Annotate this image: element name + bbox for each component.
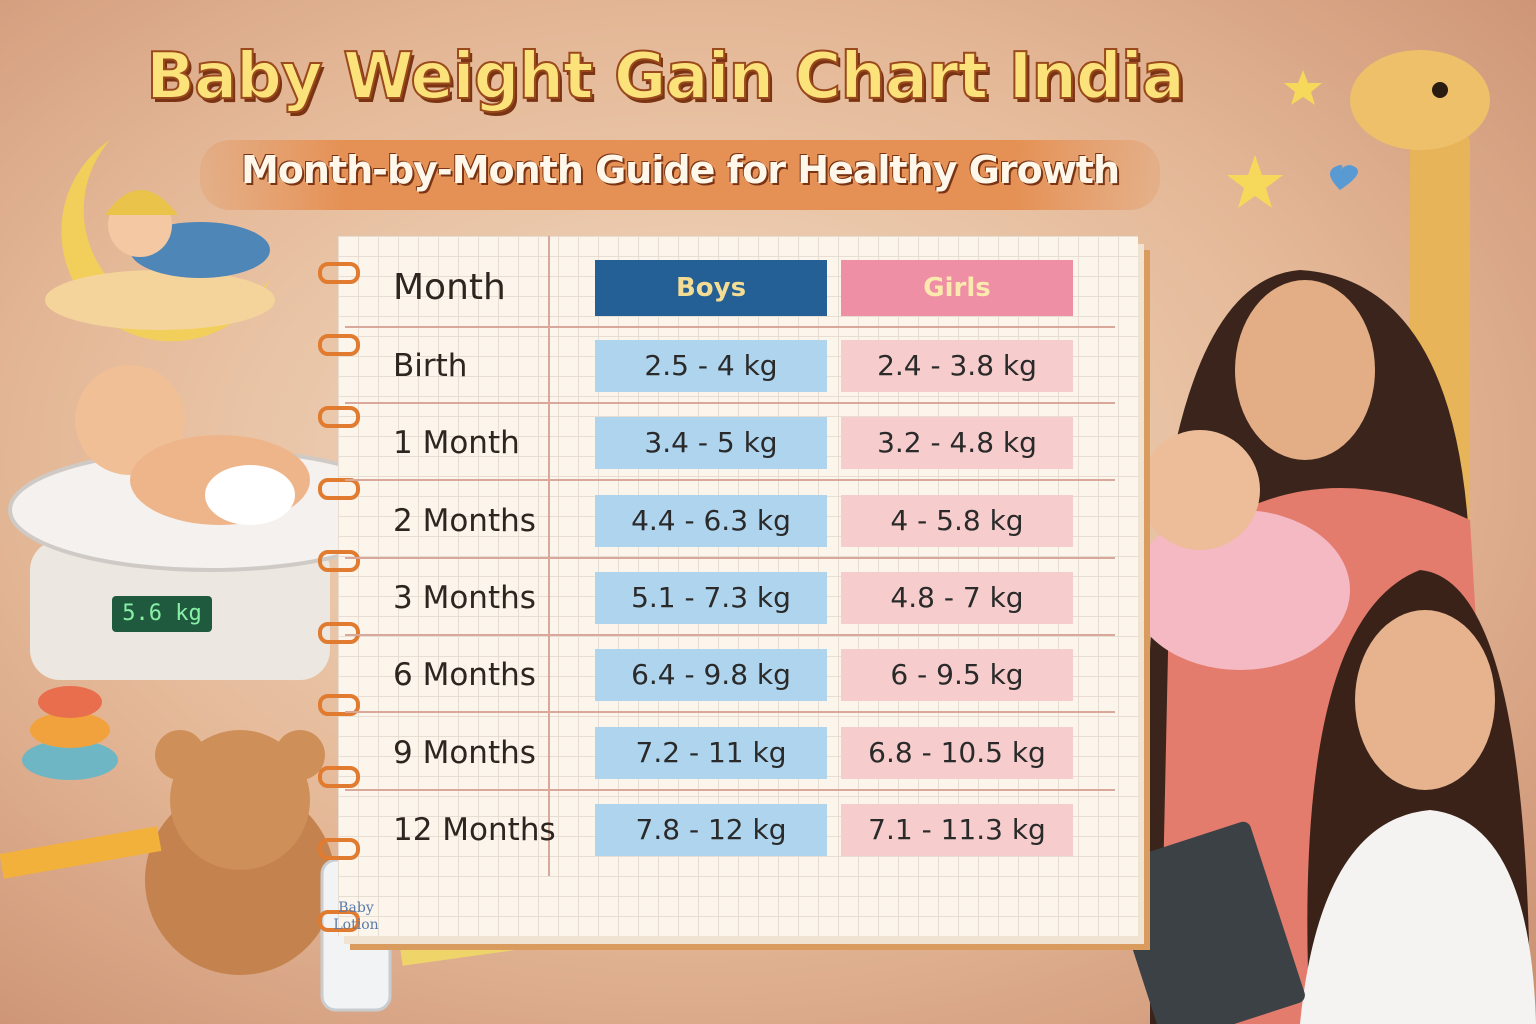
- row-line: [345, 326, 1115, 328]
- binder-ring: [318, 622, 360, 644]
- boys-cell: 7.8 - 12 kg: [595, 803, 827, 856]
- giraffe-eye: [1432, 82, 1448, 98]
- row-line: [345, 711, 1115, 714]
- star: [1227, 155, 1283, 208]
- lotion-label: Baby Lotion: [333, 900, 379, 933]
- cushion: [45, 270, 275, 330]
- ring-toy: [30, 712, 110, 748]
- header-girls: Girls: [841, 260, 1073, 316]
- binder-ring: [318, 262, 360, 284]
- giraffe-head: [1350, 50, 1490, 150]
- boys-cell: 3.4 - 5 kg: [595, 417, 827, 470]
- binder-ring: [318, 406, 360, 428]
- boys-cell: 2.5 - 4 kg: [595, 340, 827, 392]
- title: Baby Weight Gain Chart India: [145, 39, 1186, 115]
- month-label: 3 Months: [393, 579, 536, 616]
- binder-ring: [318, 478, 360, 500]
- month-label: 6 Months: [393, 657, 536, 694]
- binder-ring: [318, 694, 360, 716]
- tape: [0, 826, 162, 879]
- binder-ring: [318, 838, 360, 860]
- header-boys: Boys: [595, 260, 827, 316]
- baby-head: [1140, 430, 1260, 550]
- column-divider: [548, 236, 550, 876]
- month-label: 9 Months: [393, 734, 536, 771]
- boys-cell: 4.4 - 6.3 kg: [595, 494, 827, 547]
- binder-ring: [318, 766, 360, 788]
- row-line: [345, 479, 1115, 482]
- doctor-coat: [1300, 810, 1536, 1024]
- girls-cell: 6 - 9.5 kg: [841, 649, 1073, 702]
- row-line: [345, 788, 1115, 791]
- ring-toy: [22, 740, 118, 780]
- doctor-face: [1355, 610, 1495, 790]
- girls-cell: 7.1 - 11.3 kg: [841, 803, 1073, 856]
- baby-hat: [105, 190, 178, 215]
- clipboard: [1107, 821, 1305, 1024]
- mother-face: [1235, 280, 1375, 460]
- row-line: [345, 402, 1115, 404]
- baby-blanket: [1130, 510, 1350, 670]
- subtitle-band: [200, 140, 1160, 210]
- header-month: Month: [393, 267, 506, 308]
- boys-cell: 5.1 - 7.3 kg: [595, 571, 827, 624]
- girls-cell: 2.4 - 3.8 kg: [841, 340, 1073, 392]
- baby-head: [75, 365, 185, 475]
- teddy-ear: [275, 730, 325, 780]
- star: [1284, 70, 1322, 105]
- scale-display: 5.6 kg: [112, 596, 212, 632]
- month-label: 1 Month: [393, 425, 520, 462]
- binder-ring: [318, 550, 360, 572]
- boys-cell: 7.2 - 11 kg: [595, 726, 827, 779]
- ring-toy: [38, 686, 102, 718]
- teddy-head: [170, 730, 310, 870]
- girls-cell: 4 - 5.8 kg: [841, 494, 1073, 547]
- binder-ring: [318, 910, 360, 932]
- row-line: [345, 633, 1115, 636]
- month-label: 12 Months: [393, 811, 556, 848]
- girls-cell: 3.2 - 4.8 kg: [841, 417, 1073, 470]
- month-label: 2 Months: [393, 502, 536, 539]
- boys-cell: 6.4 - 9.8 kg: [595, 649, 827, 702]
- girls-cell: 4.8 - 7 kg: [841, 571, 1073, 624]
- diaper: [205, 465, 295, 525]
- teddy-ear: [155, 730, 205, 780]
- month-label: Birth: [393, 348, 468, 384]
- row-line: [345, 556, 1115, 559]
- subtitle: Month-by-Month Guide for Healthy Growth: [240, 148, 1120, 192]
- heart: [1330, 165, 1358, 190]
- girls-cell: 6.8 - 10.5 kg: [841, 726, 1073, 779]
- binder-ring: [318, 334, 360, 356]
